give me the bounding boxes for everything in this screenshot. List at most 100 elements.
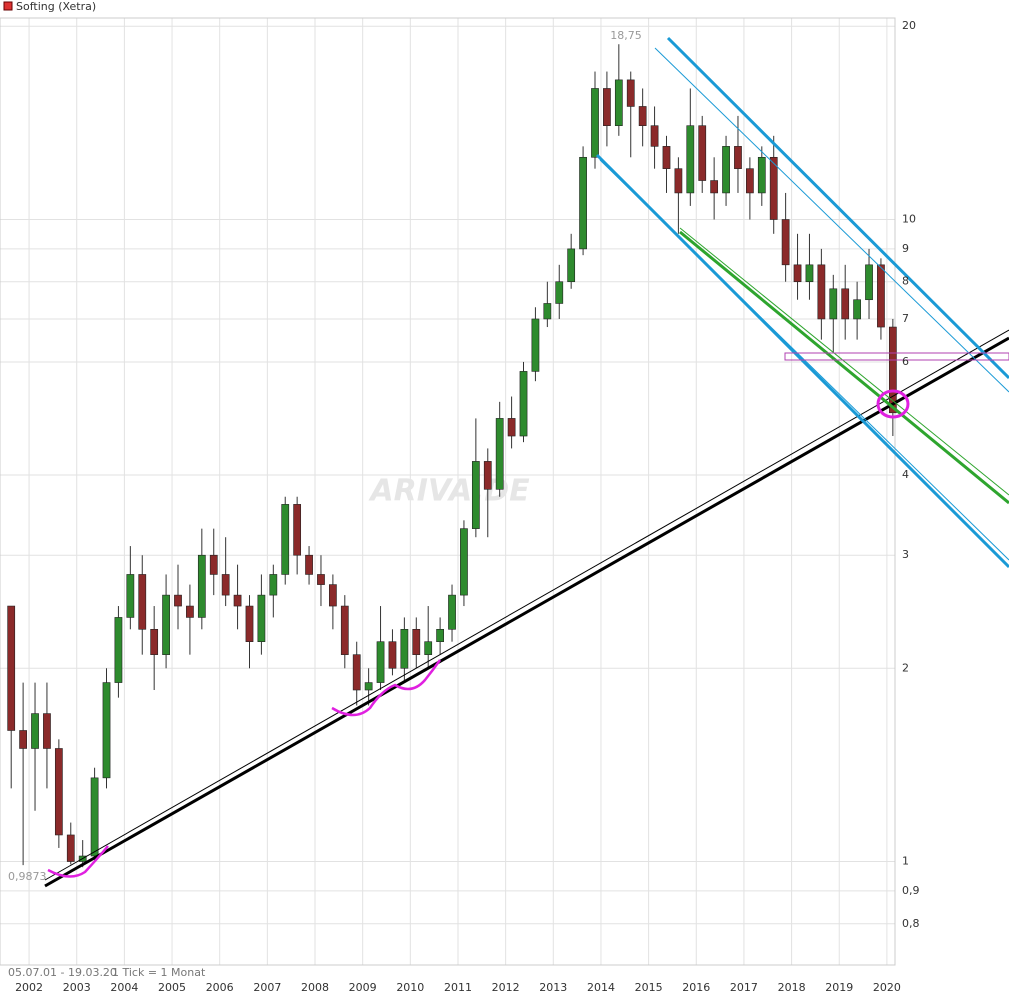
y-tick-label: 10 bbox=[902, 213, 916, 226]
candle-body bbox=[186, 605, 194, 618]
channel-line bbox=[654, 47, 1009, 393]
x-tick-label: 2013 bbox=[539, 981, 567, 994]
candle-body bbox=[519, 371, 528, 437]
channel-line bbox=[595, 153, 1009, 569]
candle-body bbox=[257, 594, 266, 642]
y-tick-label: 3 bbox=[902, 548, 909, 561]
y-tick-label: 1 bbox=[902, 855, 909, 868]
channel-line bbox=[666, 36, 1009, 380]
x-tick-label: 2005 bbox=[158, 981, 186, 994]
x-tick-label: 2015 bbox=[635, 981, 663, 994]
candle-body bbox=[281, 504, 290, 575]
candle-body bbox=[412, 628, 421, 655]
y-tick-label: 4 bbox=[902, 468, 909, 481]
candle-body bbox=[233, 594, 242, 607]
candle-body bbox=[495, 418, 504, 490]
candle-body bbox=[352, 654, 361, 691]
candle-body bbox=[54, 748, 63, 836]
candle-body bbox=[829, 288, 838, 320]
legend-swatch bbox=[3, 1, 13, 11]
x-tick-label: 2016 bbox=[682, 981, 710, 994]
x-tick-label: 2008 bbox=[301, 981, 329, 994]
candle-body bbox=[626, 79, 635, 107]
trend-line bbox=[44, 336, 1009, 888]
candle-body bbox=[209, 554, 218, 575]
candle-body bbox=[66, 834, 75, 862]
y-tick-label: 2 bbox=[902, 661, 909, 674]
y-tick-label: 0,9 bbox=[902, 884, 920, 897]
candle-body bbox=[31, 713, 39, 749]
candle-body bbox=[698, 125, 707, 181]
candle-body bbox=[90, 777, 99, 857]
candle-body bbox=[853, 299, 861, 320]
candle-body bbox=[579, 156, 587, 250]
candle-body bbox=[460, 528, 468, 596]
candle-body bbox=[543, 303, 552, 320]
candle-body bbox=[340, 605, 349, 655]
candle-body bbox=[174, 594, 182, 607]
watermark: ARIVA.DE bbox=[368, 474, 530, 509]
x-tick-label: 2012 bbox=[492, 981, 520, 994]
candle-body bbox=[114, 617, 123, 683]
y-tick-label: 9 bbox=[902, 242, 909, 255]
candle-body bbox=[888, 326, 897, 414]
trend-line bbox=[44, 329, 1009, 881]
low-label: 0,9873 bbox=[8, 870, 47, 883]
candle-body bbox=[638, 106, 647, 126]
x-tick-label: 2019 bbox=[825, 981, 853, 994]
chart-title: Softing (Xetra) bbox=[16, 0, 96, 13]
x-tick-label: 2007 bbox=[253, 981, 281, 994]
candle-body bbox=[793, 264, 802, 283]
curve-mark bbox=[331, 659, 442, 717]
candle-body bbox=[245, 605, 254, 642]
candle-body bbox=[865, 264, 873, 301]
candle-body bbox=[710, 180, 719, 194]
candle-body bbox=[781, 219, 790, 266]
candle-body bbox=[722, 146, 730, 194]
x-tick-label: 2020 bbox=[873, 981, 901, 994]
x-tick-label: 2004 bbox=[110, 981, 138, 994]
candles bbox=[7, 44, 897, 868]
candle-body bbox=[769, 156, 778, 220]
candle-body bbox=[102, 682, 111, 779]
candle-body bbox=[591, 88, 599, 158]
candle-body bbox=[138, 574, 147, 630]
y-tick-label: 6 bbox=[902, 355, 909, 368]
candle-body bbox=[507, 418, 516, 437]
candle-body bbox=[603, 88, 611, 126]
green-line bbox=[679, 230, 1009, 505]
candle-body bbox=[7, 605, 16, 731]
candle-body bbox=[674, 168, 683, 194]
y-tick-label: 20 bbox=[902, 19, 916, 32]
candle-body bbox=[162, 594, 170, 655]
x-tick-label: 2010 bbox=[396, 981, 424, 994]
grid bbox=[0, 18, 895, 965]
candle-body bbox=[329, 584, 337, 607]
candle-body bbox=[43, 713, 51, 749]
candle-body bbox=[269, 574, 278, 596]
candle-body bbox=[436, 628, 444, 642]
candle-body bbox=[424, 641, 433, 655]
candle-body bbox=[388, 641, 397, 669]
candle-body bbox=[150, 628, 159, 655]
x-tick-label: 2018 bbox=[778, 981, 806, 994]
x-tick-label: 2002 bbox=[15, 981, 43, 994]
circle-mark bbox=[876, 389, 910, 419]
candle-body bbox=[19, 730, 27, 749]
candle-body bbox=[364, 682, 373, 691]
x-tick-label: 2009 bbox=[349, 981, 377, 994]
candle-body bbox=[448, 594, 456, 630]
candle-body bbox=[317, 574, 325, 585]
candle-body bbox=[734, 146, 742, 169]
x-tick-label: 2011 bbox=[444, 981, 472, 994]
candle-body bbox=[555, 281, 564, 304]
curve-mark bbox=[47, 845, 109, 878]
candle-body bbox=[483, 461, 492, 490]
x-tick-label: 2006 bbox=[206, 981, 234, 994]
candle-body bbox=[746, 168, 754, 194]
candle-body bbox=[614, 79, 623, 126]
candle-body bbox=[841, 288, 850, 320]
x-tick-label: 2014 bbox=[587, 981, 615, 994]
